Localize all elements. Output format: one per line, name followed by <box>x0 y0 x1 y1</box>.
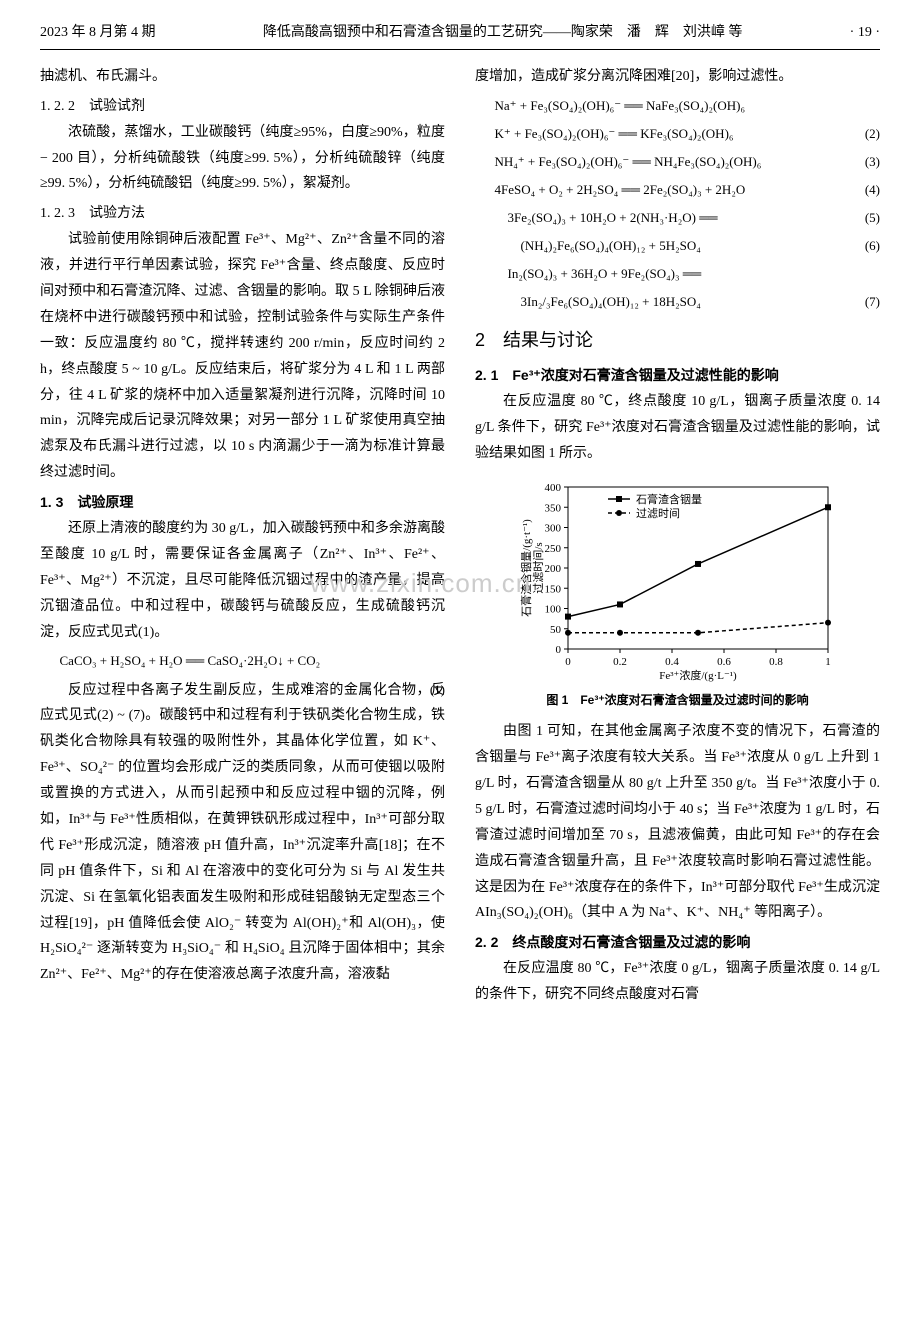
svg-text:250: 250 <box>544 543 561 555</box>
right-column: 度增加，造成矿浆分离沉降困难[20]，影响过滤性。 Na⁺ + Fe₃(SO₄)… <box>475 64 880 1008</box>
svg-text:0.8: 0.8 <box>769 656 783 668</box>
equation: (NH₄)₂Fe₆(SO₄)₄(OH)₁₂ + 5H₂SO₄(6) <box>475 234 880 258</box>
svg-text:400: 400 <box>544 482 561 494</box>
subsection-heading: 1. 3 试验原理 <box>40 490 445 516</box>
body-text: 抽滤机、布氏漏斗。 <box>40 64 445 90</box>
page-header: 2023 年 8 月第 4 期 降低高酸高铟预中和石膏渣含铟量的工艺研究——陶家… <box>40 20 880 50</box>
equation: 3In₂/₃Fe₆(SO₄)₄(OH)₁₂ + 18H₂SO₄(7) <box>475 290 880 314</box>
subsection-heading: 1. 2. 3 试验方法 <box>40 201 445 227</box>
body-text: 在反应温度 80 ℃，终点酸度 10 g/L，铟离子质量浓度 0. 14 g/L… <box>475 389 880 467</box>
section-heading: 2 结果与讨论 <box>475 324 880 357</box>
equation: CaCO₃ + H₂SO₄ + H₂O ══ CaSO₄·2H₂O↓ + CO₂ <box>40 649 445 673</box>
body-text: 浓硫酸，蒸馏水，工业碳酸钙（纯度≥95%，白度≥90%，粒度 − 200 目），… <box>40 120 445 198</box>
equation-body: CaCO₃ + H₂SO₄ + H₂O ══ CaSO₄·2H₂O↓ + CO₂ <box>60 653 321 668</box>
body-text: 试验前使用除铜砷后液配置 Fe³⁺、Mg²⁺、Zn²⁺含量不同的溶液，并进行平行… <box>40 227 445 486</box>
body-text: 在反应温度 80 ℃，Fe³⁺浓度 0 g/L，铟离子质量浓度 0. 14 g/… <box>475 956 880 1008</box>
header-left: 2023 年 8 月第 4 期 <box>40 20 156 46</box>
svg-text:Fe³⁺浓度/(g·L⁻¹): Fe³⁺浓度/(g·L⁻¹) <box>659 668 737 682</box>
equation: K⁺ + Fe₃(SO₄)₂(OH)₆⁻ ══ KFe₃(SO₄)₂(OH)₆ <box>475 122 880 146</box>
svg-text:300: 300 <box>544 523 561 535</box>
subsection-heading: 1. 2. 2 试验试剂 <box>40 94 445 120</box>
figure-1-chart: 0 50 100 150 200 250 300 350 400 0 0.2 0.4 0.6 0.8 1 Fe… <box>518 473 838 683</box>
svg-text:50: 50 <box>550 624 562 636</box>
equation: 3Fe₂(SO₄)₃ + 10H₂O + 2(NH₃·H₂O) ══ <box>475 206 880 230</box>
subsection-heading: 2. 1 Fe³⁺浓度对石膏渣含铟量及过滤性能的影响 <box>475 363 880 389</box>
left-column: 抽滤机、布氏漏斗。 1. 2. 2 试验试剂 浓硫酸，蒸馏水，工业碳酸钙（纯度≥… <box>40 64 445 1008</box>
svg-text:过滤时间/s: 过滤时间/s <box>532 542 545 593</box>
body-text: 反应过程中各离子发生副反应，生成难溶的金属化合物，反应式见式(2) ~ (7)。… <box>40 678 445 989</box>
body-text: 还原上清液的酸度约为 30 g/L，加入碳酸钙预中和多余游离酸至酸度 10 g/… <box>40 516 445 645</box>
equation-number: (1) <box>430 678 445 702</box>
header-center: 降低高酸高铟预中和石膏渣含铟量的工艺研究——陶家荣 潘 辉 刘洪嶂 等 <box>263 20 743 46</box>
equation: Na⁺ + Fe₃(SO₄)₂(OH)₆⁻ ══ NaFe₃(SO₄)₂(OH)… <box>475 94 880 118</box>
svg-text:石膏渣含铟量: 石膏渣含铟量 <box>636 492 702 506</box>
svg-text:0.4: 0.4 <box>665 656 679 668</box>
svg-text:0.2: 0.2 <box>613 656 627 668</box>
equation: NH₄⁺ + Fe₃(SO₄)₂(OH)₆⁻ ══ NH₄Fe₃(SO₄)₂(O… <box>475 150 880 174</box>
svg-text:0: 0 <box>555 644 561 656</box>
subsection-heading: 2. 2 终点酸度对石膏渣含铟量及过滤的影响 <box>475 930 880 956</box>
svg-text:350: 350 <box>544 502 561 514</box>
svg-text:1: 1 <box>825 656 831 668</box>
svg-text:过滤时间: 过滤时间 <box>636 507 680 520</box>
svg-text:0.6: 0.6 <box>717 656 731 668</box>
body-text: 由图 1 可知，在其他金属离子浓度不变的情况下，石膏渣的含铟量与 Fe³⁺离子浓… <box>475 719 880 926</box>
equation: 4FeSO₄ + O₂ + 2H₂SO₄ ══ 2Fe₂(SO₄)₃ + 2H₂… <box>475 178 880 202</box>
svg-text:0: 0 <box>565 656 571 668</box>
figure-caption: 图 1 Fe³⁺浓度对石膏渣含铟量及过滤时间的影响 <box>475 689 880 711</box>
svg-text:150: 150 <box>544 583 561 595</box>
header-right: · 19 · <box>850 20 880 46</box>
equation: In₂(SO₄)₃ + 36H₂O + 9Fe₂(SO₄)₃ ══ <box>475 262 880 286</box>
body-text: 度增加，造成矿浆分离沉降困难[20]，影响过滤性。 <box>475 64 880 90</box>
svg-text:石膏渣含铟量/(g·t⁻¹): 石膏渣含铟量/(g·t⁻¹) <box>519 519 533 617</box>
svg-text:100: 100 <box>544 604 561 616</box>
svg-text:200: 200 <box>544 563 561 575</box>
